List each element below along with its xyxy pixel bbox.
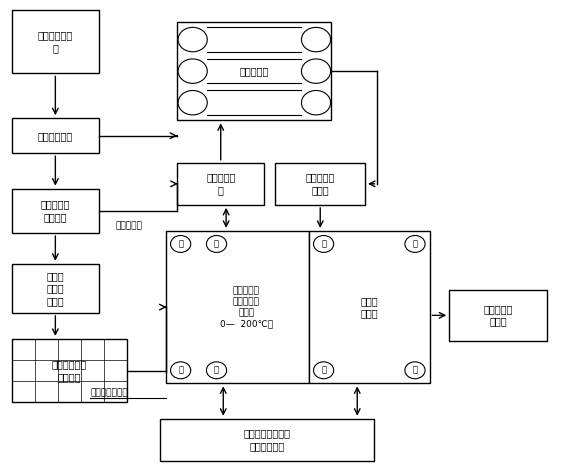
- Bar: [166, 231, 309, 383]
- Text: 高分子导电
胶溶液池: 高分子导电 胶溶液池: [40, 200, 70, 222]
- Circle shape: [178, 59, 207, 83]
- Text: 氮气集装格: 氮气集装格: [239, 66, 269, 76]
- Text: 无氧降
温部分: 无氧降 温部分: [360, 296, 378, 318]
- Text: 温度检测器: 温度检测器: [116, 222, 143, 231]
- Text: Ⓐ: Ⓐ: [178, 239, 183, 249]
- Circle shape: [178, 90, 207, 115]
- Circle shape: [314, 236, 334, 252]
- Text: Ⓑ: Ⓑ: [214, 239, 219, 249]
- Circle shape: [178, 27, 207, 52]
- Text: 控制台（监控温度
及氧气含量）: 控制台（监控温度 及氧气含量）: [243, 429, 291, 451]
- Circle shape: [301, 90, 330, 115]
- Text: Ⓐ: Ⓐ: [413, 239, 418, 249]
- Bar: [275, 162, 365, 205]
- Text: 氧气含量检测器: 氧气含量检测器: [90, 388, 128, 398]
- Text: Ⓐ: Ⓐ: [413, 366, 418, 375]
- Bar: [161, 419, 374, 461]
- Text: 烧结涂层面
检测仪: 烧结涂层面 检测仪: [483, 304, 513, 326]
- Circle shape: [301, 27, 330, 52]
- Text: Ⓑ: Ⓑ: [214, 366, 219, 375]
- Circle shape: [405, 362, 425, 379]
- Bar: [177, 162, 264, 205]
- Text: 无氧保温加
热炉（温度
范围：
0—  200℃）: 无氧保温加 热炉（温度 范围： 0— 200℃）: [220, 286, 273, 328]
- Text: 氮气充放装
置: 氮气充放装 置: [206, 173, 235, 195]
- Circle shape: [405, 236, 425, 252]
- Bar: [12, 188, 99, 233]
- Text: 多片金属双极
板: 多片金属双极 板: [38, 31, 73, 53]
- Bar: [177, 22, 332, 121]
- Text: 氮气冷却循
环装置: 氮气冷却循 环装置: [306, 173, 335, 195]
- Text: Ⓑ: Ⓑ: [321, 239, 326, 249]
- Text: 石墨烯
碳粉喷
涂系统: 石墨烯 碳粉喷 涂系统: [47, 271, 64, 306]
- Circle shape: [170, 362, 191, 379]
- Bar: [449, 290, 547, 341]
- Bar: [12, 10, 99, 73]
- Bar: [12, 264, 99, 313]
- Text: Ⓐ: Ⓐ: [178, 366, 183, 375]
- Circle shape: [206, 362, 226, 379]
- Circle shape: [170, 236, 191, 252]
- Bar: [12, 118, 99, 154]
- Bar: [12, 339, 127, 402]
- Bar: [309, 231, 429, 383]
- Text: 超声波清洗池: 超声波清洗池: [38, 131, 73, 141]
- Text: Ⓑ: Ⓑ: [321, 366, 326, 375]
- Circle shape: [206, 236, 226, 252]
- Circle shape: [314, 362, 334, 379]
- Text: 多层金属双极
板嵌置柜: 多层金属双极 板嵌置柜: [52, 359, 87, 382]
- Circle shape: [301, 59, 330, 83]
